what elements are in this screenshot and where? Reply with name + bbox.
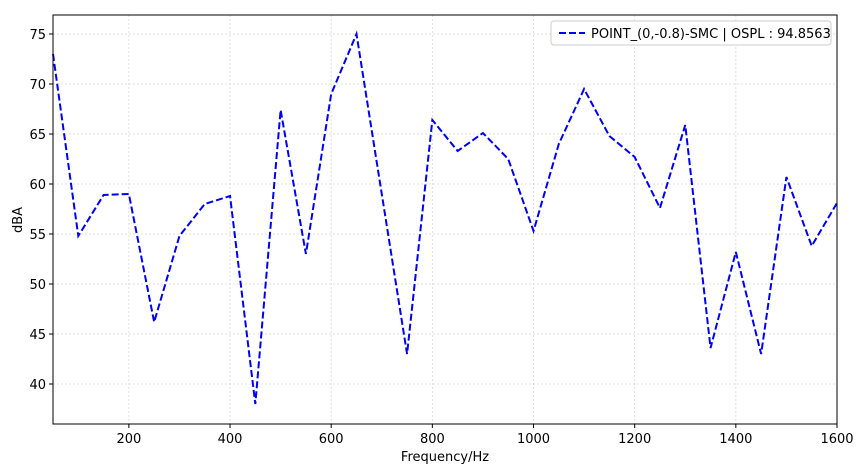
y-tick-label: 75 — [29, 28, 46, 43]
y-tick-label: 65 — [29, 128, 46, 143]
y-tick-label: 70 — [29, 78, 46, 93]
plot-frame — [52, 14, 838, 425]
y-tick-label: 40 — [29, 378, 46, 393]
x-tick-label: 200 — [116, 432, 141, 447]
x-tick-label: 800 — [420, 432, 445, 447]
x-axis-label: Frequency/Hz — [401, 450, 489, 465]
legend-label: POINT_(0,-0.8)-SMC | OSPL : 94.8563 — [591, 27, 831, 42]
y-tick-label: 50 — [29, 278, 46, 293]
x-tick-label: 1000 — [517, 432, 550, 447]
x-tick-label: 1400 — [719, 432, 752, 447]
x-tick-label: 1600 — [820, 432, 853, 447]
data-line — [52, 30, 838, 405]
x-tick-label: 1200 — [618, 432, 651, 447]
legend-box — [550, 20, 832, 46]
y-tick-label: 45 — [29, 328, 46, 343]
y-tick-label: 60 — [29, 178, 46, 193]
y-axis-label: dBA — [11, 207, 26, 233]
x-tick-label: 400 — [218, 432, 243, 447]
x-tick-label: 600 — [319, 432, 344, 447]
y-tick-label: 55 — [29, 228, 46, 243]
